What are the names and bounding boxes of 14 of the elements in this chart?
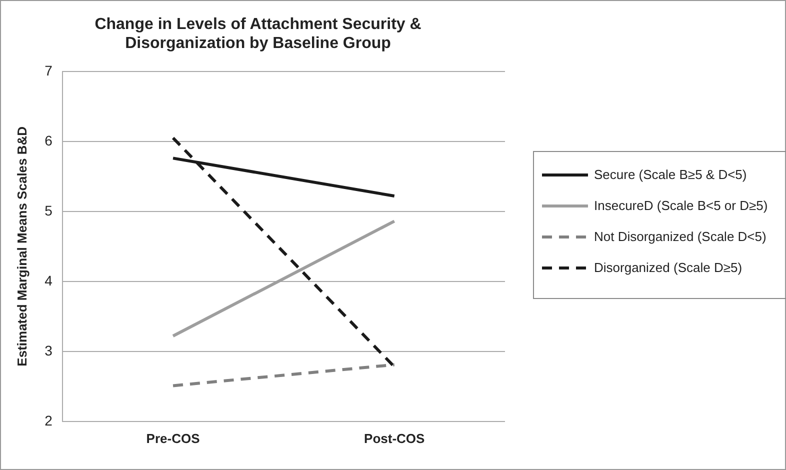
y-tick-label: 3 xyxy=(44,342,53,358)
x-tick-label: Post-COS xyxy=(364,430,426,446)
legend-label: Secure (Scale B≥5 & D<5) xyxy=(594,166,747,183)
legend-label: Disorganized (Scale D≥5) xyxy=(594,259,742,276)
y-tick-label: 6 xyxy=(44,132,53,148)
legend-label: InsecureD (Scale B<5 or D≥5) xyxy=(594,197,768,214)
y-axis-title: Estimated Marginal Means Scales B&D xyxy=(14,126,30,366)
chart-title: Change in Levels of Attachment Security & Disorganization by Baseline Group xyxy=(94,16,422,52)
y-tick-label: 5 xyxy=(44,202,53,218)
y-tick-label: 2 xyxy=(44,412,53,428)
x-tick-label: Pre-COS xyxy=(146,430,200,446)
legend-label: Not Disorganized (Scale D<5) xyxy=(594,228,766,245)
y-tick-label: 7 xyxy=(44,62,53,78)
y-tick-label: 4 xyxy=(44,272,53,288)
